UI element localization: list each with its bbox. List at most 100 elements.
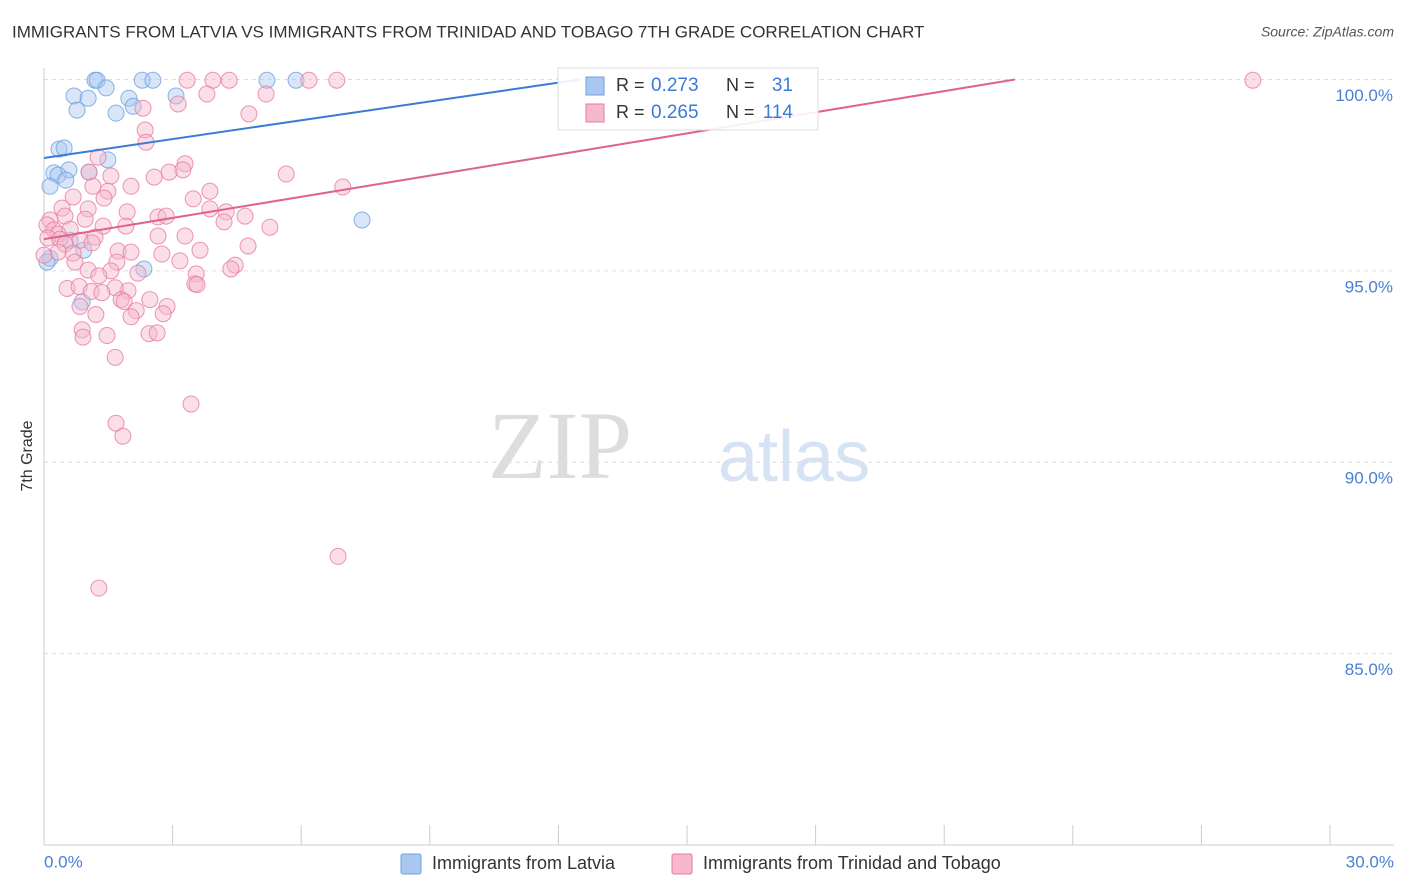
point [41,177,59,195]
point [136,121,154,139]
legend-swatch [671,853,693,875]
point [65,87,83,105]
point [102,167,120,185]
point [220,71,238,89]
x-tick-label: 30.0% [1346,852,1394,871]
point [154,305,172,323]
point [68,101,86,119]
point [201,200,219,218]
point [215,213,233,231]
source: Source: ZipAtlas.com [1261,24,1394,40]
point [188,276,206,294]
point [201,182,219,200]
stats-swatch [585,103,605,123]
watermark: ZIP [488,392,632,499]
point [90,579,108,597]
point [74,328,92,346]
point [122,243,140,261]
point [277,165,295,183]
point [57,171,75,189]
watermark: atlas [718,417,870,497]
point [198,85,216,103]
point [141,291,159,309]
point [35,246,53,264]
point [1244,71,1262,89]
point [79,200,97,218]
point [90,267,108,285]
point [236,207,254,225]
y-tick-label: 85.0% [1345,660,1393,679]
point [149,227,167,245]
point [122,177,140,195]
point [261,218,279,236]
point [182,395,200,413]
stats-n-label: N = [726,75,755,95]
x-tick-label: 0.0% [44,852,83,871]
y-axis-label: 7th Grade [19,420,36,491]
point [178,71,196,89]
point [99,151,117,169]
point [108,253,126,271]
point [50,140,68,158]
y-tick-label: 95.0% [1345,277,1393,296]
point [79,261,97,279]
stats-r-label: R = [616,102,645,122]
point [93,284,111,302]
point [171,252,189,270]
point [334,178,352,196]
point [134,99,152,117]
point [122,308,140,326]
point [64,188,82,206]
point [148,324,166,342]
point [145,168,163,186]
legend-label: Immigrants from Trinidad and Tobago [703,853,1001,873]
point [353,211,371,229]
point [184,190,202,208]
stats-r: 0.265 [651,102,699,123]
point [98,327,116,345]
point [157,207,175,225]
stats-r-label: R = [616,75,645,95]
point [174,161,192,179]
point [129,264,147,282]
point [80,163,98,181]
point [257,85,275,103]
point [66,253,84,271]
point [114,427,132,445]
point [160,163,178,181]
trend-line [43,78,1016,241]
point [97,79,115,97]
stats-n-label: N = [726,102,755,122]
point [107,104,125,122]
point [115,292,133,310]
point [71,297,89,315]
point [240,105,258,123]
point [222,260,240,278]
point [112,291,130,309]
legend-swatch [400,853,422,875]
y-tick-label: 90.0% [1345,469,1393,488]
point [79,89,97,107]
point [169,95,187,113]
point [118,203,136,221]
point [76,210,94,228]
stats-n: 31 [772,75,793,96]
stats-n: 114 [763,102,794,123]
point [191,241,209,259]
point [329,547,347,565]
point [176,227,194,245]
point [87,305,105,323]
point [144,71,162,89]
stats-swatch [585,76,605,96]
point [287,71,305,89]
point [83,234,101,252]
point [106,348,124,366]
point [84,177,102,195]
trend-line [43,78,580,159]
legend-label: Immigrants from Latvia [432,853,616,873]
chart-title: IMMIGRANTS FROM LATVIA VS IMMIGRANTS FRO… [12,22,924,41]
point [64,244,82,262]
point [239,237,257,255]
point [119,282,137,300]
